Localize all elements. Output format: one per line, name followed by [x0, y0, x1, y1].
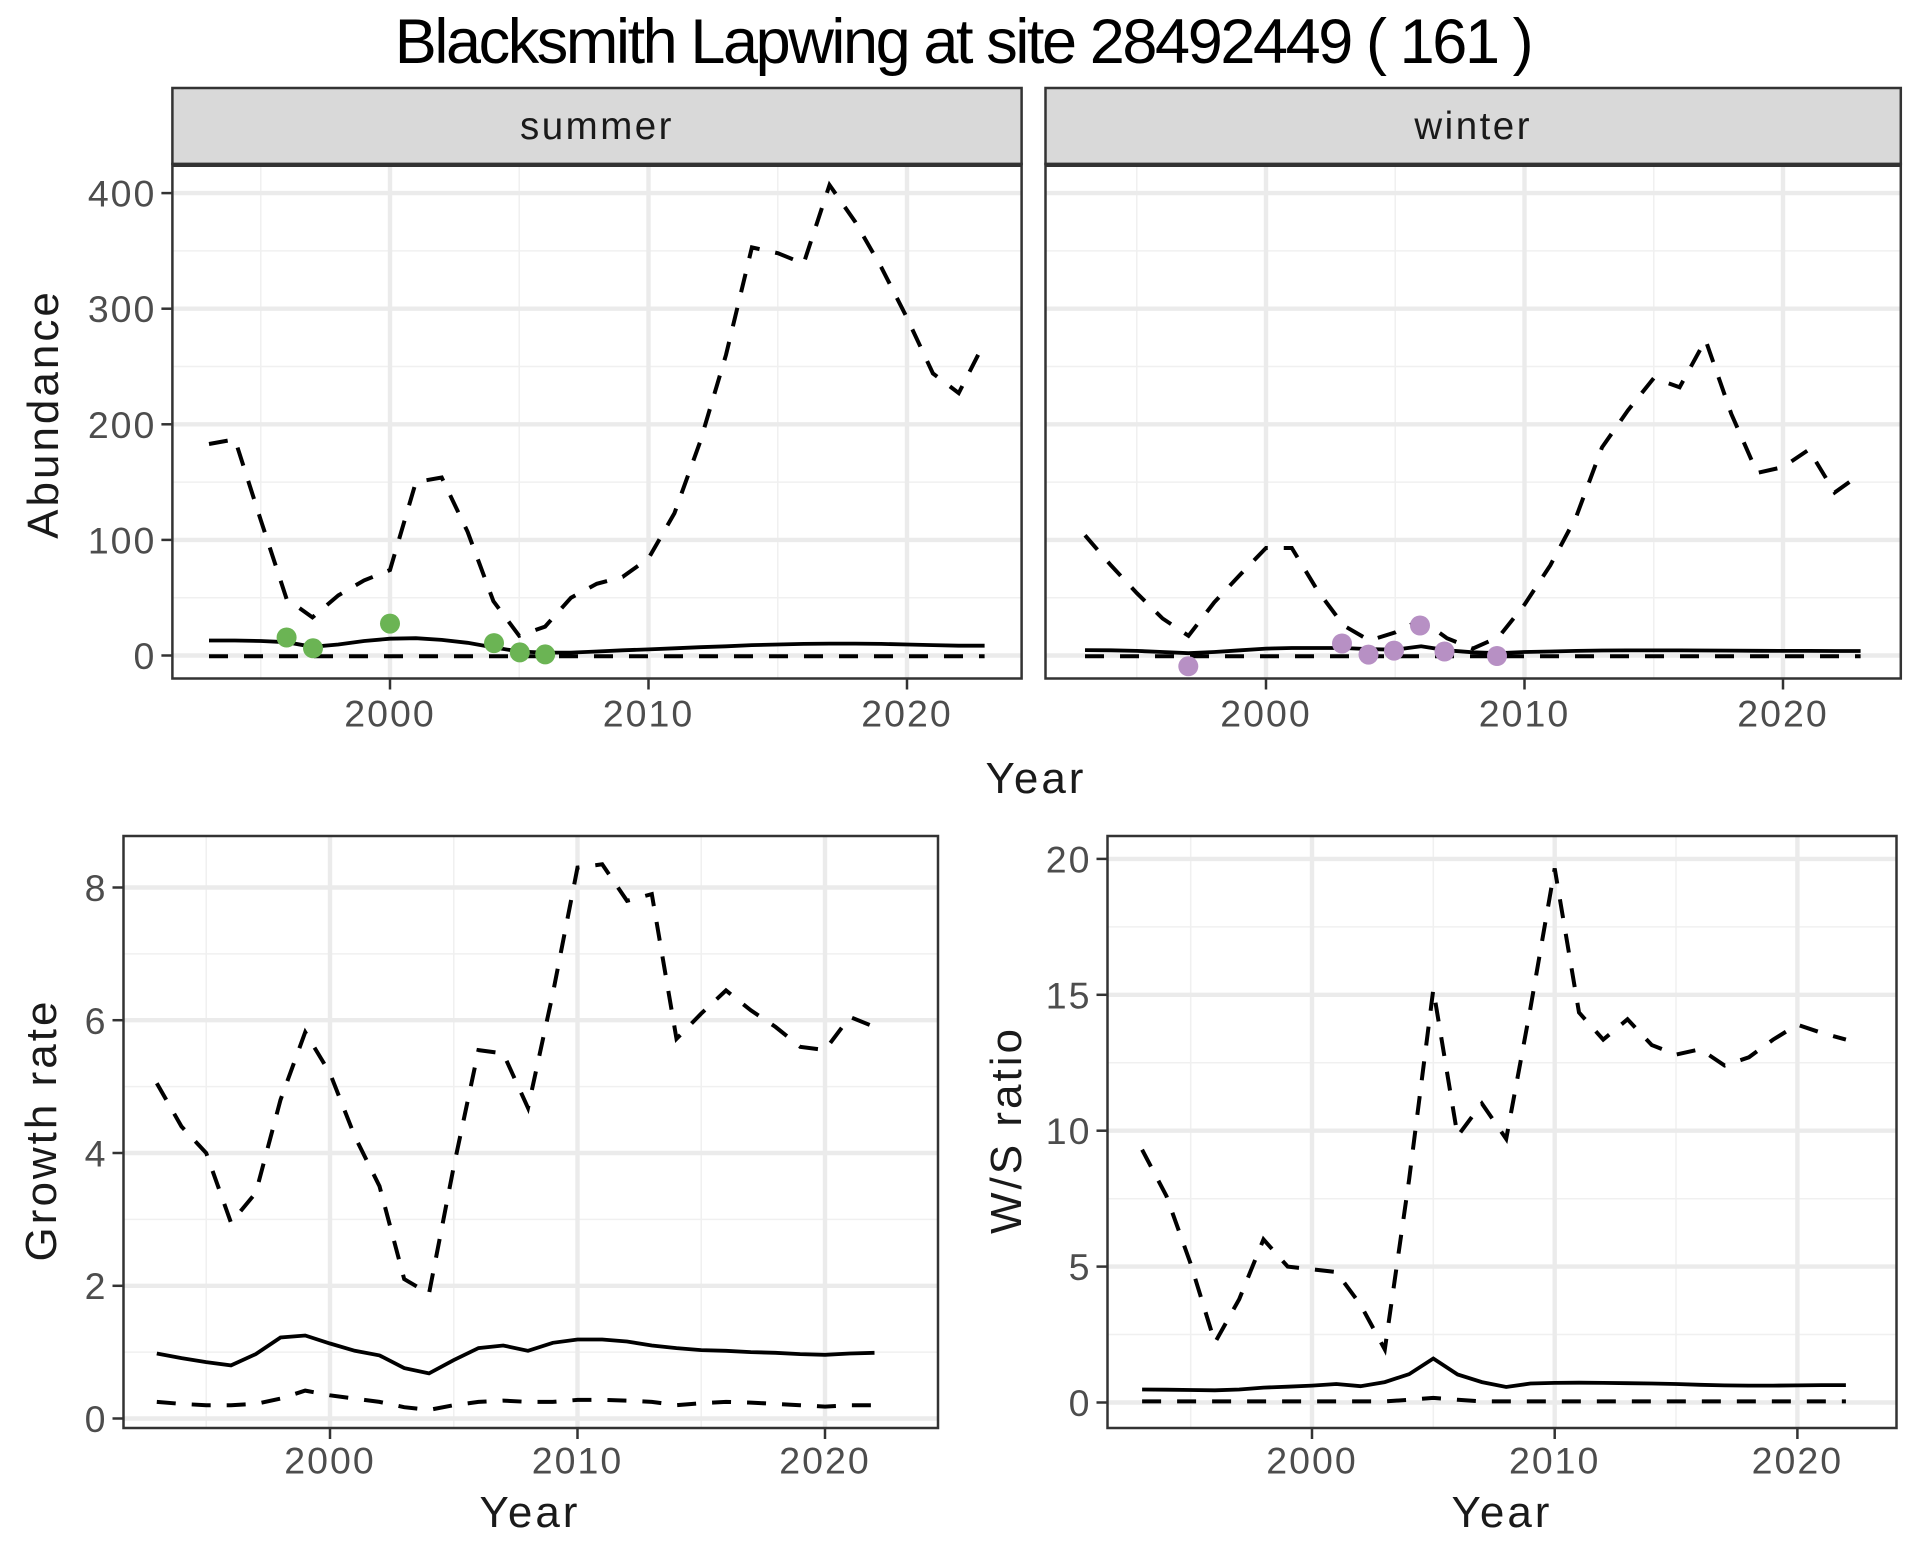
svg-text:5: 5 — [1069, 1246, 1092, 1288]
svg-text:20: 20 — [1046, 838, 1092, 880]
svg-text:Abundance: Abundance — [19, 289, 68, 539]
svg-text:Blacksmith Lapwing at site 284: Blacksmith Lapwing at site 28492449 ( 16… — [395, 7, 1532, 77]
svg-text:2010: 2010 — [603, 693, 694, 735]
svg-text:2020: 2020 — [861, 693, 952, 735]
svg-text:200: 200 — [88, 404, 157, 446]
svg-text:2010: 2010 — [1479, 693, 1570, 735]
svg-text:6: 6 — [85, 1000, 108, 1042]
svg-text:2020: 2020 — [1752, 1440, 1843, 1482]
svg-text:100: 100 — [88, 519, 157, 561]
svg-text:4: 4 — [85, 1133, 108, 1175]
svg-text:winter: winter — [1413, 105, 1532, 148]
svg-text:400: 400 — [88, 173, 157, 215]
svg-text:2000: 2000 — [284, 1440, 375, 1482]
svg-text:2010: 2010 — [1509, 1440, 1600, 1482]
svg-text:2000: 2000 — [344, 693, 435, 735]
svg-text:0: 0 — [134, 635, 157, 677]
svg-text:Year: Year — [480, 1488, 581, 1537]
svg-text:Growth rate: Growth rate — [17, 999, 66, 1262]
svg-text:2000: 2000 — [1266, 1440, 1357, 1482]
svg-text:15: 15 — [1046, 974, 1092, 1016]
svg-text:2020: 2020 — [779, 1440, 870, 1482]
svg-text:2020: 2020 — [1737, 693, 1828, 735]
svg-text:summer: summer — [520, 105, 674, 148]
svg-text:2: 2 — [85, 1265, 108, 1307]
svg-text:0: 0 — [85, 1398, 108, 1440]
svg-text:300: 300 — [88, 288, 157, 330]
svg-text:W/S ratio: W/S ratio — [982, 1026, 1031, 1234]
svg-text:0: 0 — [1069, 1382, 1092, 1424]
svg-text:Year: Year — [986, 754, 1087, 803]
svg-text:Year: Year — [1452, 1488, 1553, 1537]
svg-text:10: 10 — [1046, 1110, 1092, 1152]
svg-text:2000: 2000 — [1220, 693, 1311, 735]
svg-text:8: 8 — [85, 867, 108, 909]
svg-text:2010: 2010 — [532, 1440, 623, 1482]
